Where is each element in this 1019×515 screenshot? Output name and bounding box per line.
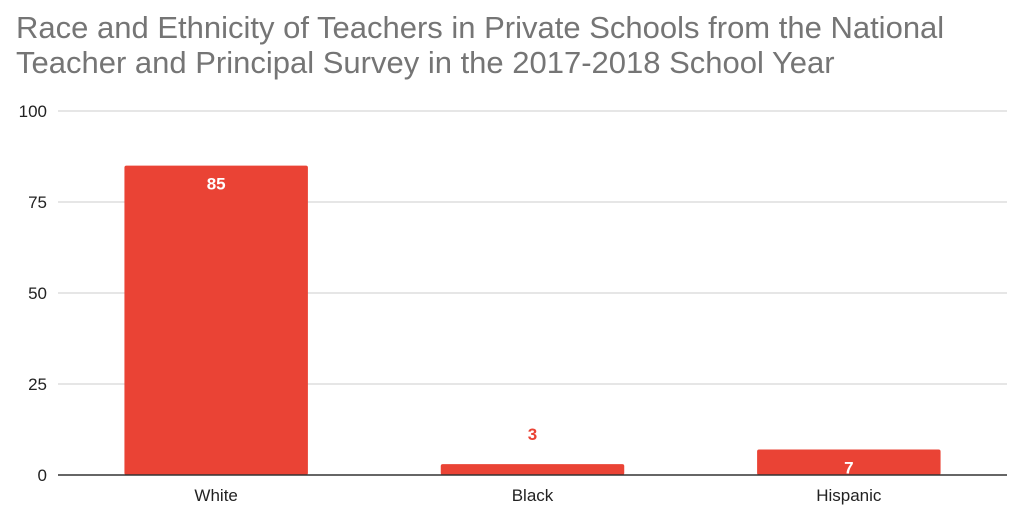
x-axis-labels: White Black Hispanic [194, 486, 881, 505]
chart-title: Race and Ethnicity of Teachers in Privat… [16, 10, 1016, 80]
x-tick-label-hispanic: Hispanic [816, 486, 882, 505]
data-label-white: 85 [207, 175, 226, 194]
bars [124, 165, 941, 475]
chart-title-line-1: Race and Ethnicity of Teachers in Privat… [16, 10, 945, 45]
y-tick-label-75: 75 [28, 193, 47, 212]
bar-black [440, 464, 625, 475]
bar-white [124, 165, 308, 475]
data-label-hispanic: 7 [844, 459, 853, 478]
y-tick-label-0: 0 [38, 466, 47, 485]
y-tick-label-100: 100 [19, 102, 47, 121]
data-label-black: 3 [528, 425, 537, 444]
y-axis-ticks: 0 25 50 75 100 [19, 102, 47, 485]
chart-title-line-2: Teacher and Principal Survey in the 2017… [16, 45, 835, 80]
x-tick-label-black: Black [512, 486, 554, 505]
data-labels: 85 3 7 [207, 175, 854, 478]
x-tick-label-white: White [194, 486, 237, 505]
y-tick-label-50: 50 [28, 284, 47, 303]
bar-hispanic [757, 449, 941, 475]
y-tick-label-25: 25 [28, 375, 47, 394]
